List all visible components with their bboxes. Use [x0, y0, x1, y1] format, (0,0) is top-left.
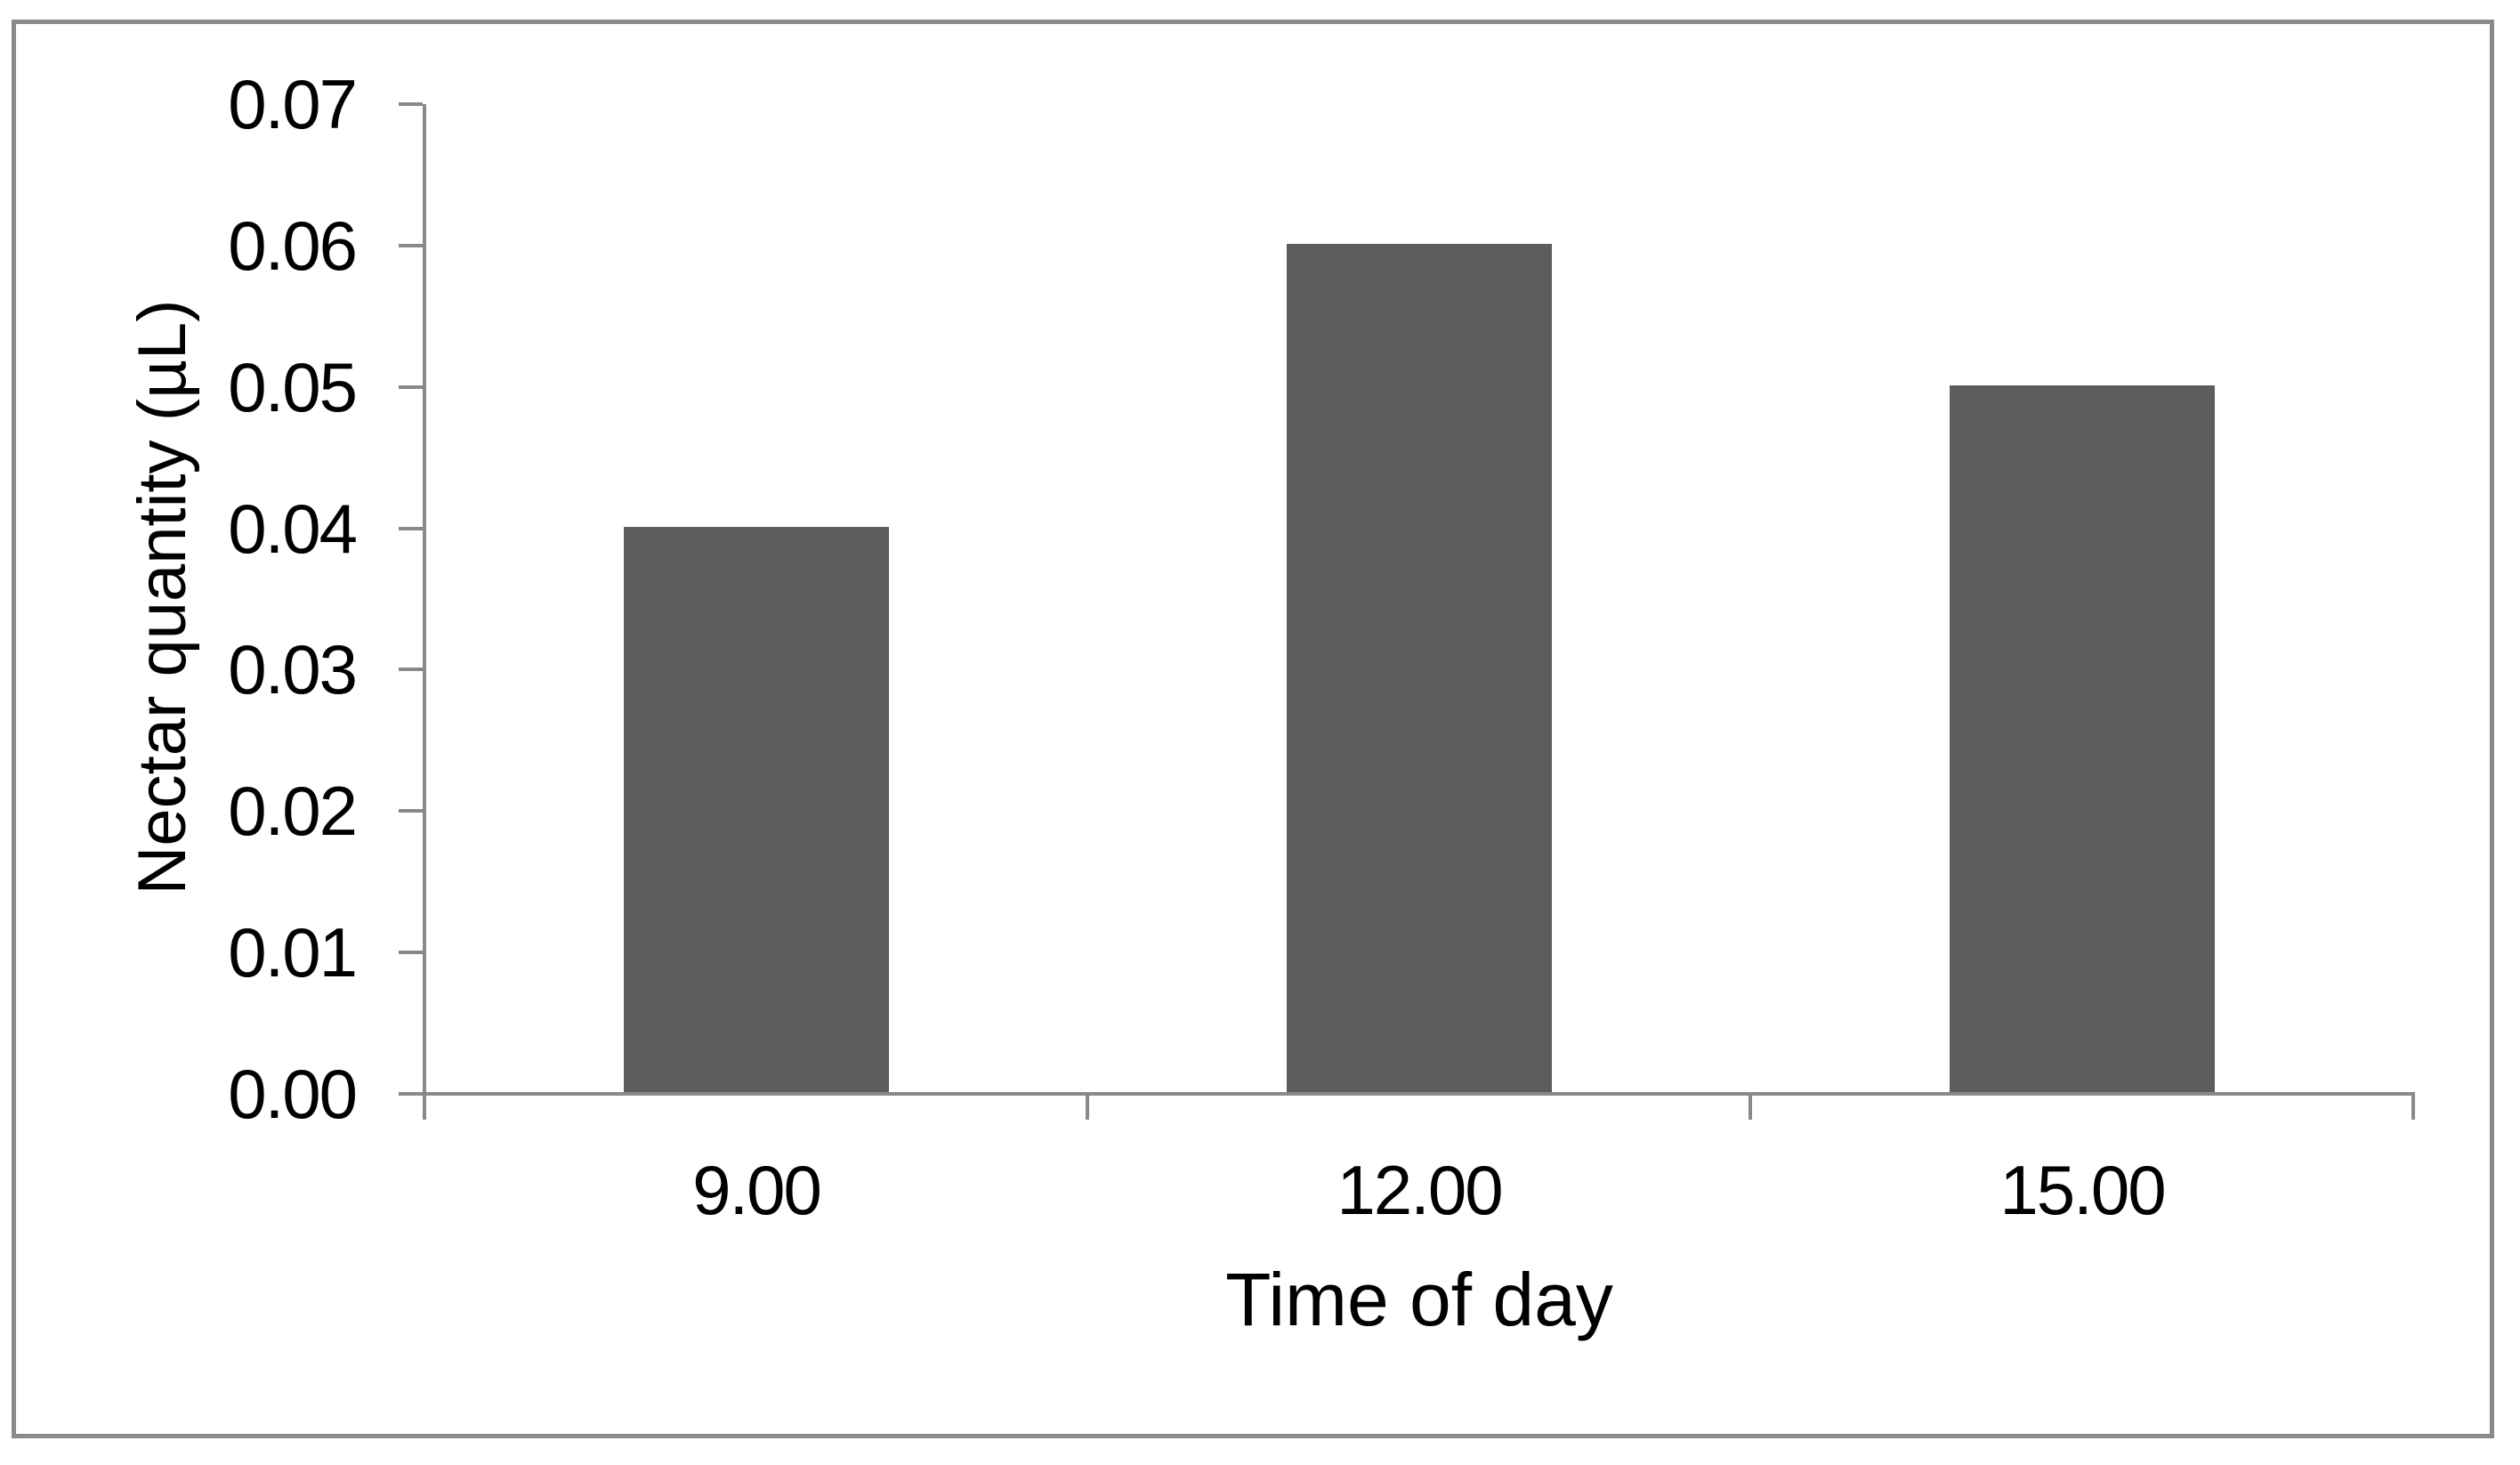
x-tick-mark	[423, 1094, 426, 1120]
y-tick-label: 0.02	[228, 772, 358, 850]
bar	[1287, 244, 1552, 1092]
x-tick-mark	[1749, 1094, 1752, 1120]
y-tick-mark	[399, 385, 423, 389]
y-tick-mark	[399, 244, 423, 247]
x-category-label: 15.00	[1999, 1151, 2166, 1229]
y-tick-mark	[399, 102, 423, 106]
y-tick-label: 0.00	[228, 1055, 358, 1133]
y-tick-mark	[399, 1092, 423, 1096]
y-tick-label: 0.07	[228, 65, 358, 143]
bar	[1950, 385, 2215, 1092]
y-tick-label: 0.04	[228, 490, 358, 568]
x-tick-mark	[2411, 1094, 2415, 1120]
x-category-label: 12.00	[1337, 1151, 1503, 1229]
y-tick-mark	[399, 668, 423, 671]
x-tick-mark	[1086, 1094, 1089, 1120]
y-tick-label: 0.01	[228, 913, 358, 992]
bar	[624, 527, 889, 1092]
y-tick-mark	[399, 951, 423, 954]
y-tick-mark	[399, 527, 423, 530]
y-tick-label: 0.05	[228, 348, 358, 426]
x-axis-line	[423, 1092, 2415, 1096]
y-tick-mark	[399, 809, 423, 813]
chart-frame	[12, 20, 2494, 1438]
y-tick-label: 0.06	[228, 206, 358, 285]
x-axis-title: Time of day	[1225, 1258, 1613, 1341]
x-category-label: 9.00	[692, 1151, 822, 1229]
y-axis-line	[423, 104, 426, 1097]
y-tick-label: 0.03	[228, 630, 358, 708]
